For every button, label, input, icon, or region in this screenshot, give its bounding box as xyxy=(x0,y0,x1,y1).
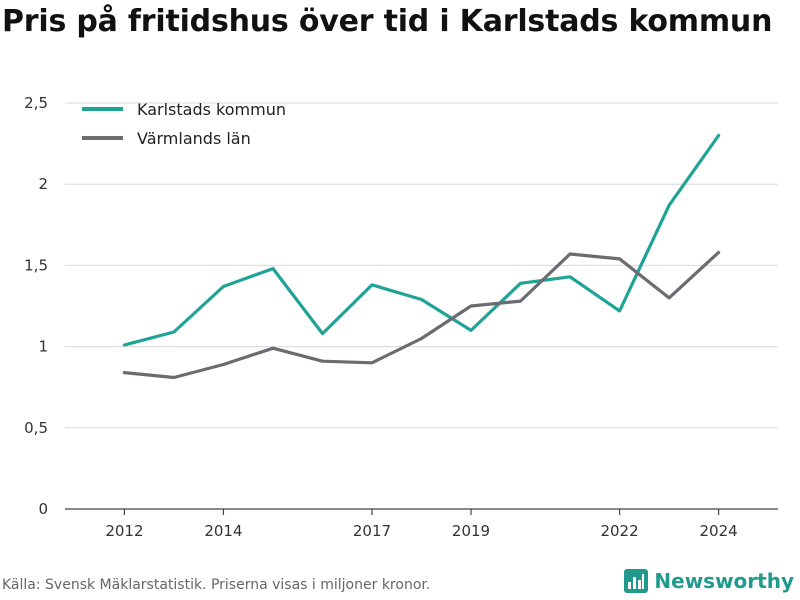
x-tick-label: 2024 xyxy=(699,522,737,540)
y-tick-label: 1,5 xyxy=(24,256,48,274)
legend: Karlstads kommun Värmlands län xyxy=(82,100,286,148)
x-tick-label: 2019 xyxy=(452,522,490,540)
y-tick-label: 2,5 xyxy=(24,94,48,112)
chart-title: Pris på fritidshus över tid i Karlstads … xyxy=(2,4,773,39)
series-line-varmland xyxy=(122,250,721,380)
legend-label: Värmlands län xyxy=(137,129,251,148)
brand-logo: Newsworthy xyxy=(624,569,794,593)
y-tick-label: 0 xyxy=(38,500,48,518)
x-tick-label: 2012 xyxy=(105,522,143,540)
y-tick-labels: 0 0,5 1 1,5 2 2,5 xyxy=(24,94,48,518)
x-tick-label: 2014 xyxy=(204,522,242,540)
gridlines xyxy=(65,102,778,429)
axes xyxy=(65,508,778,515)
source-note: Källa: Svensk Mäklarstatistik. Priserna … xyxy=(2,577,431,593)
y-tick-label: 1 xyxy=(38,338,48,356)
series-lines xyxy=(122,133,721,380)
bar-chart-icon xyxy=(624,569,649,593)
y-tick-label: 2 xyxy=(38,175,48,193)
x-tick-labels: 2012 2014 2017 2019 2022 2024 xyxy=(105,522,737,540)
brand-name: Newsworthy xyxy=(654,569,794,593)
legend-label: Karlstads kommun xyxy=(137,100,286,119)
x-tick-label: 2017 xyxy=(353,522,391,540)
series-line-karlstad xyxy=(122,133,721,347)
y-tick-label: 0,5 xyxy=(24,419,48,437)
x-tick-label: 2022 xyxy=(600,522,638,540)
